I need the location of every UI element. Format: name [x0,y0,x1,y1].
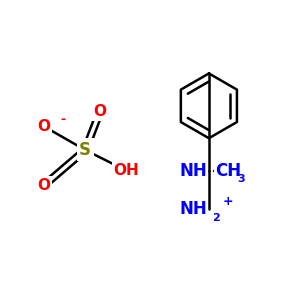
Text: NH: NH [180,162,207,180]
Text: O: O [38,178,50,193]
Text: O: O [93,104,106,119]
Text: -: - [211,162,217,180]
Text: S: S [79,141,91,159]
Text: CH: CH [215,162,241,180]
Text: 3: 3 [237,174,244,184]
Text: +: + [223,195,233,208]
Text: NH: NH [180,200,207,218]
Text: OH: OH [114,163,139,178]
Text: 2: 2 [212,213,220,223]
Text: -: - [61,112,66,126]
Text: O: O [38,119,50,134]
